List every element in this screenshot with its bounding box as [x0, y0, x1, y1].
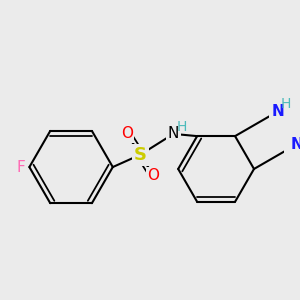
Text: N: N — [168, 126, 179, 141]
Text: H: H — [177, 120, 187, 134]
Text: N: N — [290, 137, 300, 152]
Text: N: N — [272, 104, 284, 119]
Text: H: H — [281, 97, 292, 111]
Text: O: O — [121, 126, 133, 141]
Text: F: F — [16, 160, 25, 175]
Text: O: O — [148, 168, 160, 183]
Text: S: S — [134, 146, 147, 164]
